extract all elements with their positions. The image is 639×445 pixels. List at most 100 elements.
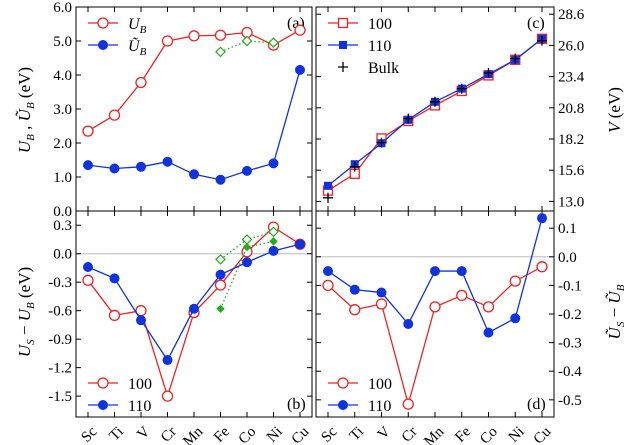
data-point [188, 30, 200, 42]
y-tick-label: 0.0 [53, 204, 72, 220]
y-tick-label: -0.9 [48, 332, 72, 348]
data-point [215, 174, 226, 185]
data-point [83, 160, 93, 171]
legend-label: UB [128, 16, 147, 36]
y-tick-label: 0.0 [558, 250, 577, 266]
series-line [327, 38, 543, 187]
data-point [214, 29, 227, 41]
data-point [161, 390, 174, 402]
series-line [219, 240, 274, 310]
y-tick-label: -0.1 [558, 278, 582, 294]
data-point [135, 76, 147, 89]
x-tick-label: Co [236, 424, 260, 445]
y-tick-label: 23.4 [558, 70, 585, 86]
data-point [537, 213, 547, 224]
series-110 [323, 213, 547, 338]
data-point [375, 298, 388, 310]
data-point [456, 266, 467, 277]
panel-c-label: (c) [527, 15, 545, 32]
data-point [295, 64, 305, 75]
x-tick-label: V [134, 424, 153, 443]
data-point [403, 319, 414, 330]
svg-text:US − UB (eV): US − UB (eV) [15, 267, 37, 357]
series-line [327, 38, 543, 192]
data-point [324, 181, 332, 190]
legend-label: 100 [368, 16, 392, 33]
y-tick-label: -0.3 [48, 275, 72, 291]
y-tick-label: 13.0 [558, 194, 584, 210]
panel-d-label: (d) [527, 396, 546, 413]
legend-marker [338, 62, 348, 72]
y-tick-label: -0.6 [48, 304, 72, 320]
y-tick-label: 3.0 [53, 102, 72, 118]
data-point [349, 304, 361, 316]
data-point [242, 165, 252, 176]
x-tick-label: Sc [78, 424, 100, 445]
data-point [108, 309, 121, 322]
x-tick-label: Cu [531, 423, 555, 445]
y-tick-label: 2.0 [53, 136, 72, 152]
legend-label: 110 [368, 398, 391, 415]
series-Ũ_B [83, 64, 305, 185]
data-point [83, 262, 93, 273]
series-line [87, 69, 301, 181]
data-point [349, 284, 360, 295]
y-tick-label: -0.5 [558, 393, 582, 409]
data-point [161, 35, 174, 47]
data-point [215, 254, 226, 265]
legend-marker [337, 377, 349, 389]
data-point [376, 287, 387, 298]
panel-a-ylabel: UB , ŨB (eV) [15, 67, 37, 153]
data-point [537, 35, 547, 46]
panel-d-ylabel: ŨS − ŨB [605, 284, 627, 339]
data-point [349, 161, 360, 172]
svg-text:V (eV): V (eV) [605, 87, 624, 133]
x-tick-label: Cr [399, 424, 421, 445]
data-point [136, 315, 146, 326]
panel-c: 13.0 15.6 18.2 20.8 23.4 26.0 28.6 100 110 Bulk [316, 7, 585, 211]
y-tick-label: 4.0 [53, 68, 72, 84]
y-tick-label: 18.2 [558, 132, 584, 148]
data-point [189, 303, 199, 314]
data-point [268, 158, 279, 169]
data-point [430, 96, 440, 107]
y-tick-label: 0.3 [53, 218, 72, 234]
legend-label: 110 [368, 38, 391, 55]
data-point [510, 313, 521, 324]
data-point [242, 242, 252, 252]
x-tick-label: Mn [180, 423, 206, 445]
x-tick-label: Cr [158, 424, 180, 445]
legend-marker [338, 400, 348, 410]
legend: 100 110 Bulk [328, 16, 399, 77]
data-point [483, 327, 494, 338]
y-tick-label: 28.6 [558, 7, 585, 23]
legend-label: 110 [128, 398, 151, 415]
y-tick-label: -0.3 [558, 336, 582, 352]
y-tick-label: -1.5 [48, 389, 72, 405]
svg-text:UB , ŨB (eV): UB , ŨB (eV) [15, 67, 37, 153]
x-tick-label: Ti [107, 424, 127, 444]
data-point [189, 169, 199, 180]
x-tick-label: Co [477, 424, 501, 445]
x-tick-label: Fe [452, 424, 474, 445]
legend-label: 100 [368, 376, 392, 393]
x-tick-label: Sc [318, 424, 340, 445]
data-point [509, 275, 521, 287]
svg-text:ŨS − ŨB: ŨS − ŨB [605, 284, 627, 339]
legend-marker [337, 17, 349, 29]
data-point [242, 257, 252, 268]
data-point [294, 24, 306, 36]
series-U_B [82, 24, 306, 137]
y-tick-label: 0.0 [53, 247, 72, 263]
panel-b-label: (b) [287, 396, 306, 413]
panel-c-ylabel: V (eV) [605, 87, 624, 133]
data-point [215, 269, 226, 280]
legend-marker [98, 40, 108, 50]
y-tick-label: 20.8 [558, 101, 584, 117]
data-point [402, 398, 414, 410]
legend-label: ŨB [128, 37, 147, 58]
